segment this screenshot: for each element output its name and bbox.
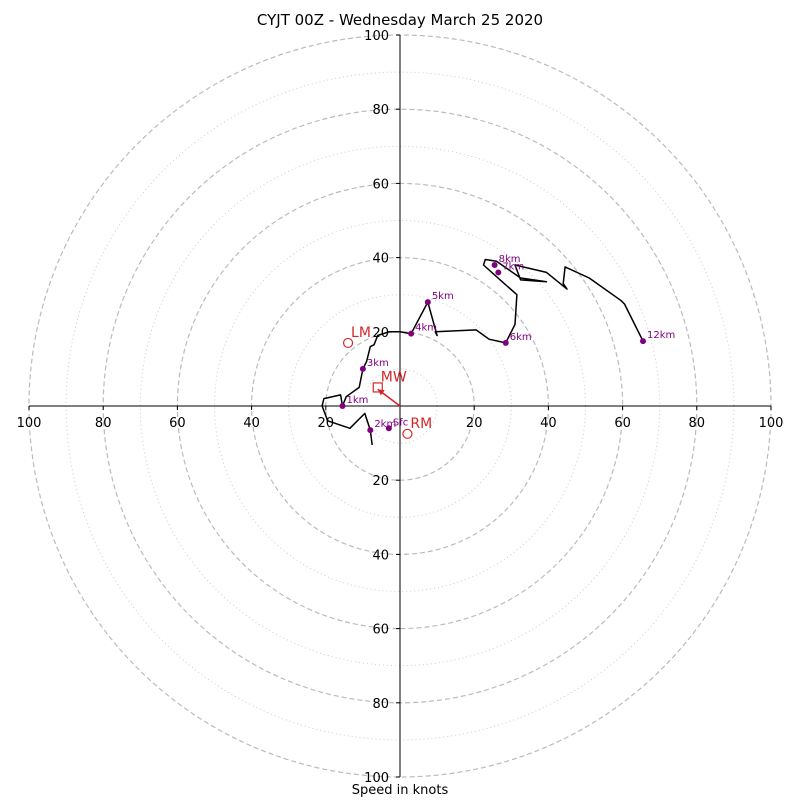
height-label: 2km (374, 419, 396, 430)
tick-label-left: 40 (243, 416, 260, 431)
height-label: 8km (499, 254, 521, 265)
height-label: 1km (346, 395, 368, 406)
tick-label-bottom: 20 (372, 474, 389, 489)
height-point (491, 262, 498, 269)
tick-label-left: 60 (169, 416, 186, 431)
height-label: Sfc (393, 417, 408, 428)
storm-motion-marker (372, 382, 383, 393)
height-point (495, 269, 502, 276)
tick-label-right: 100 (759, 416, 784, 431)
height-point (502, 339, 509, 346)
tick-label-left: 20 (318, 416, 335, 431)
height-label: 12km (647, 330, 675, 341)
height-label: 4km (415, 323, 437, 334)
tick-label-bottom: 40 (372, 548, 389, 563)
height-label: 5km (432, 291, 454, 302)
x-axis-label: Speed in knots (351, 783, 449, 798)
tick-label-top: 40 (372, 252, 389, 267)
tick-label-top: 100 (364, 29, 389, 44)
tick-label-left: 100 (17, 416, 42, 431)
tick-label-bottom: 60 (372, 623, 389, 638)
tick-label-top: 60 (372, 177, 389, 192)
storm-motion-label: RM (410, 416, 432, 432)
tick-label-bottom: 80 (372, 697, 389, 712)
tick-label-bottom: 100 (364, 771, 389, 786)
height-point (424, 299, 431, 306)
height-point (640, 338, 647, 345)
storm-motion-marker (342, 337, 354, 349)
height-point (385, 425, 392, 432)
hodograph-trace (321, 258, 644, 446)
tick-label-right: 40 (540, 416, 557, 431)
tick-label-top: 80 (372, 103, 389, 118)
height-point (367, 427, 374, 434)
height-label: 6km (510, 332, 532, 343)
height-point (359, 365, 366, 372)
storm-motion-marker (402, 428, 413, 439)
chart-title: CYJT 00Z - Wednesday March 25 2020 (256, 11, 544, 29)
tick-label-right: 60 (614, 416, 631, 431)
tick-label-right: 80 (689, 416, 706, 431)
storm-motion-label: LM (351, 325, 371, 341)
storm-motion-label: MW (381, 369, 407, 385)
height-label: 7km (502, 261, 524, 272)
height-point (408, 330, 415, 337)
height-label: 3km (367, 358, 389, 369)
tick-label-left: 80 (95, 416, 112, 431)
height-point (339, 403, 346, 409)
tick-label-right: 20 (466, 416, 483, 431)
